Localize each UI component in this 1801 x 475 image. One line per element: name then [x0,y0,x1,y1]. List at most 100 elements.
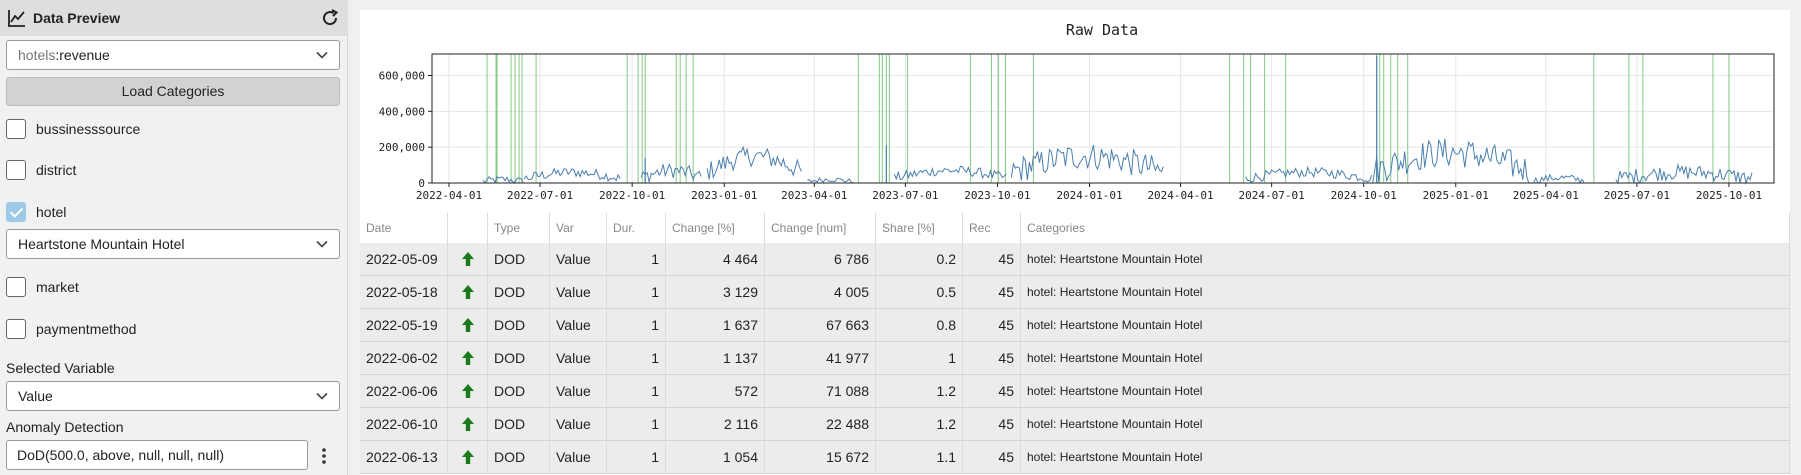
cell-change-pct: 4 464 [666,243,765,275]
cell-dur: 1 [607,276,666,308]
column-header[interactable]: Date [360,213,448,243]
cell-share: 1 [876,342,963,374]
category-label: bussinesssource [36,121,141,137]
checkbox-bussinesssource[interactable] [6,119,26,139]
cell-rec: 45 [963,309,1021,341]
x-tick-label: 2023-07-01 [872,189,938,202]
column-header[interactable]: Rec [963,213,1021,243]
hotel-select-value: Heartstone Mountain Hotel [18,236,185,252]
sidebar: Data Preview hotels: revenue Load Categor… [0,0,348,475]
table-row[interactable]: 2022-05-18 DOD Value 1 3 129 4 005 0.5 45 hotel:… [360,276,1790,309]
cell-type: DOD [488,408,550,440]
cell-var: Value [550,408,607,440]
anomaly-detection-label: Anomaly Detection [6,419,124,435]
cell-share: 1.2 [876,375,963,407]
category-label: market [36,279,79,295]
x-tick-label: 2025-10-01 [1696,189,1762,202]
series-line [482,138,1753,185]
cell-var: Value [550,276,607,308]
cell-type: DOD [488,441,550,473]
more-vertical-icon[interactable] [316,446,332,466]
table-row[interactable]: 2022-05-19 DOD Value 1 1 637 67 663 0.8 45 hotel… [360,309,1790,342]
y-tick-label: 200,000 [379,141,425,154]
category-paymentmethod[interactable]: paymentmethod [6,318,136,340]
raw-data-chart: Raw Data 0 200,000 400,000 600,000 2022-04-… [379,21,1775,202]
cell-dur: 1 [607,342,666,374]
cell-change-pct: 1 054 [666,441,765,473]
load-categories-button[interactable]: Load Categories [6,77,340,106]
column-header[interactable]: Change [%] [666,213,765,243]
cell-rec: 45 [963,342,1021,374]
column-header[interactable]: Change [num] [765,213,876,243]
category-label: hotel [36,204,67,220]
category-bussinesssource[interactable]: bussinesssource [6,118,140,140]
cell-var: Value [550,375,607,407]
category-district[interactable]: district [6,159,76,181]
trend-cell [448,243,488,275]
variable-select[interactable]: Value [6,381,340,411]
column-header[interactable]: Type [488,213,550,243]
plot-frame [431,53,1775,184]
trend-cell [448,408,488,440]
x-tick-label: 2024-10-01 [1331,189,1397,202]
x-tick-label: 2023-10-01 [964,189,1030,202]
y-tick-label: 0 [418,177,425,190]
y-tick-label: 600,000 [379,70,425,83]
cell-date: 2022-06-02 [360,342,448,374]
dataset-field: revenue [59,47,110,63]
cell-dur: 1 [607,408,666,440]
arrow-up-icon [461,351,474,365]
column-header[interactable] [448,213,488,243]
category-label: district [36,162,77,178]
column-header[interactable]: Dur. [607,213,666,243]
refresh-icon[interactable] [320,8,340,28]
category-label: paymentmethod [36,321,137,337]
cell-dur: 1 [607,375,666,407]
x-tick-label: 2022-07-01 [507,189,573,202]
checkbox-market[interactable] [6,277,26,297]
x-tick-label: 2023-04-01 [781,189,847,202]
line-chart-icon [8,10,25,27]
anomaly-detection-input[interactable]: DoD(500.0, above, null, null, null) [6,440,308,470]
x-tick-label: 2025-07-01 [1604,189,1670,202]
cell-var: Value [550,342,607,374]
cell-change-pct: 3 129 [666,276,765,308]
table-row[interactable]: 2022-06-06 DOD Value 1 572 71 088 1.2 45 hotel: … [360,375,1790,408]
table-row[interactable]: 2022-05-09 DOD Value 1 4 464 6 786 0.2 45 hotel:… [360,243,1790,276]
cell-categories: hotel: Heartstone Mountain Hotel [1021,441,1790,473]
column-header[interactable]: Share [%] [876,213,963,243]
chevron-down-icon [316,240,328,248]
arrow-up-icon [461,285,474,299]
cell-rec: 45 [963,375,1021,407]
checkbox-paymentmethod[interactable] [6,319,26,339]
cell-categories: hotel: Heartstone Mountain Hotel [1021,309,1790,341]
chevron-down-icon [316,51,328,59]
dataset-select[interactable]: hotels: revenue [6,40,340,70]
column-header[interactable]: Var [550,213,607,243]
cell-change-pct: 1 137 [666,342,765,374]
cell-type: DOD [488,342,550,374]
trend-cell [448,309,488,341]
table-row[interactable]: 2022-06-10 DOD Value 1 2 116 22 488 1.2 45 hotel… [360,408,1790,441]
hotel-select[interactable]: Heartstone Mountain Hotel [6,229,340,259]
cell-change-num: 67 663 [765,309,876,341]
arrow-up-icon [461,318,474,332]
cell-categories: hotel: Heartstone Mountain Hotel [1021,342,1790,374]
column-header[interactable]: Categories [1021,213,1790,243]
selected-variable-label: Selected Variable [6,360,115,376]
checkbox-district[interactable] [6,160,26,180]
cell-change-pct: 2 116 [666,408,765,440]
category-market[interactable]: market [6,276,79,298]
main-area: Raw Data 0 200,000 400,000 600,000 2022-04-… [360,10,1790,475]
variable-select-value: Value [18,388,53,404]
category-hotel[interactable]: hotel [6,201,66,223]
x-tick-label: 2024-07-01 [1239,189,1305,202]
cell-rec: 45 [963,441,1021,473]
table-row[interactable]: 2022-06-02 DOD Value 1 1 137 41 977 1 45 hotel: … [360,342,1790,375]
cell-share: 1.2 [876,408,963,440]
checkbox-hotel[interactable] [6,202,26,222]
arrow-up-icon [461,417,474,431]
cell-change-num: 15 672 [765,441,876,473]
table-row[interactable]: 2022-06-13 DOD Value 1 1 054 15 672 1.1 45 hotel… [360,441,1790,474]
panel-title: Data Preview [33,10,121,26]
